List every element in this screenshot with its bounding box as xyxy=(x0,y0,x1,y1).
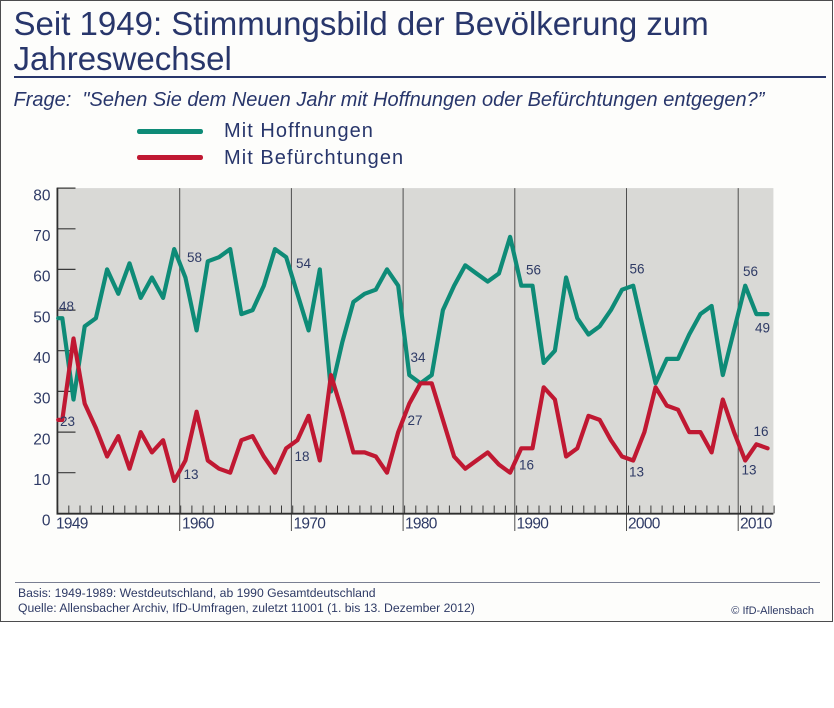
svg-text:56: 56 xyxy=(526,263,541,278)
svg-text:0: 0 xyxy=(42,513,51,530)
svg-text:16: 16 xyxy=(519,458,534,473)
svg-text:23: 23 xyxy=(60,414,75,429)
svg-text:1990: 1990 xyxy=(517,516,550,533)
svg-text:48: 48 xyxy=(59,299,74,314)
svg-text:80: 80 xyxy=(33,187,51,204)
svg-text:2010: 2010 xyxy=(740,516,773,533)
svg-text:70: 70 xyxy=(33,228,51,245)
svg-text:58: 58 xyxy=(187,250,202,265)
svg-text:56: 56 xyxy=(630,262,645,277)
svg-text:1960: 1960 xyxy=(182,516,215,533)
svg-text:10: 10 xyxy=(33,472,51,489)
svg-text:1970: 1970 xyxy=(294,516,327,533)
svg-text:60: 60 xyxy=(33,269,51,286)
svg-text:40: 40 xyxy=(33,350,51,367)
svg-text:1949: 1949 xyxy=(56,516,88,533)
svg-text:27: 27 xyxy=(408,413,423,428)
svg-text:16: 16 xyxy=(754,424,769,439)
svg-text:20: 20 xyxy=(33,431,51,448)
svg-text:13: 13 xyxy=(184,467,199,482)
svg-text:13: 13 xyxy=(629,465,644,480)
svg-text:54: 54 xyxy=(296,256,312,271)
svg-text:1980: 1980 xyxy=(405,516,438,533)
svg-text:13: 13 xyxy=(742,463,757,478)
svg-text:18: 18 xyxy=(295,449,310,464)
svg-text:49: 49 xyxy=(755,321,770,336)
svg-text:34: 34 xyxy=(411,350,427,365)
svg-text:2000: 2000 xyxy=(628,516,661,533)
svg-text:50: 50 xyxy=(33,309,51,326)
svg-text:56: 56 xyxy=(743,264,758,279)
svg-text:30: 30 xyxy=(33,391,51,408)
